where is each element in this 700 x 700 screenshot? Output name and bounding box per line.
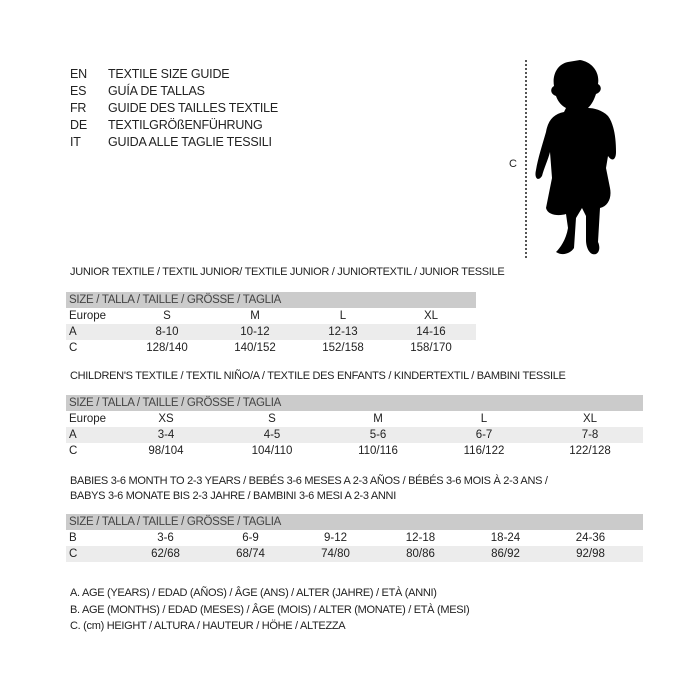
table-cell: 110/116	[358, 445, 398, 457]
table-row: C 62/68 68/74 74/80 80/86 86/92 92/98	[66, 546, 643, 562]
table-cell: 116/122	[463, 445, 505, 457]
table-title: CHILDREN'S TEXTILE / TEXTIL NIÑO/A / TEX…	[70, 370, 566, 382]
table-cell: M	[250, 310, 260, 322]
table-section: BABIES 3-6 MONTH TO 2-3 YEARS / BEBÉS 3-…	[66, 474, 643, 562]
table-cell: M	[373, 413, 383, 425]
language-list: EN TEXTILE SIZE GUIDE ES GUÍA DE TALLAS FR GU…	[70, 66, 278, 151]
table-cell: 14-16	[416, 326, 446, 338]
table-cell: 9-12	[323, 532, 348, 544]
language-row: DE TEXTILGRÖßENFÜHRUNG	[70, 117, 278, 134]
language-row: EN TEXTILE SIZE GUIDE	[70, 66, 278, 83]
table-row: C 98/104 104/110 110/116 116/122 122/128	[66, 443, 643, 459]
row-label: Europe	[69, 310, 107, 322]
row-label: C	[69, 548, 78, 560]
row-label: A	[69, 429, 77, 441]
table-cell: 12-18	[405, 532, 436, 544]
language-row: FR GUIDE DES TAILLES TEXTILE	[70, 100, 278, 117]
language-title: GUIDE DES TAILLES TEXTILE	[108, 101, 279, 115]
legend: A. AGE (YEARS) / EDAD (AÑOS) / ÂGE (ANS)…	[70, 585, 470, 635]
table-cell: 3-4	[157, 429, 175, 441]
size-table: SIZE / TALLA / TAILLE / GRÖSSE / TAGLIA B…	[66, 514, 643, 562]
table-title: JUNIOR TEXTILE / TEXTIL JUNIOR/ TEXTILE …	[70, 266, 505, 278]
table-cell: 86/92	[491, 548, 520, 560]
table-cell: 62/68	[151, 548, 180, 560]
measure-label-c: C	[509, 158, 517, 170]
child-silhouette-icon	[535, 60, 616, 255]
table-cell: 92/98	[576, 548, 605, 560]
language-code: FR	[70, 101, 87, 115]
language-row: IT GUIDA ALLE TAGLIE TESSILI	[70, 134, 278, 151]
language-code: DE	[70, 118, 87, 132]
table-cell: L	[480, 413, 488, 425]
table-cell: 8-10	[155, 326, 179, 338]
table-cell: 10-12	[240, 326, 270, 338]
language-title: GUIDA ALLE TAGLIE TESSILI	[108, 135, 272, 149]
table-title: BABIES 3-6 MONTH TO 2-3 YEARS / BEBÉS 3-…	[70, 475, 548, 487]
table-cell: 4-5	[263, 429, 281, 441]
table-cell: XS	[158, 413, 174, 425]
table-row: A 3-4 4-5 5-6 6-7 7-8	[66, 427, 643, 443]
row-label: C	[69, 445, 78, 457]
size-table: SIZE / TALLA / TAILLE / GRÖSSE / TAGLIA E…	[66, 292, 476, 356]
table-cell: 68/74	[236, 548, 265, 560]
table-row: Europe XS S M L XL	[66, 411, 643, 427]
table-row: A 8-10 10-12 12-13 14-16	[66, 324, 476, 340]
row-label: C	[69, 342, 78, 354]
table-cell: 3-6	[157, 532, 174, 544]
table-cell: 152/158	[322, 342, 364, 354]
table-section: CHILDREN'S TEXTILE / TEXTIL NIÑO/A / TEX…	[66, 369, 643, 459]
table-cell: 7-8	[581, 429, 599, 441]
table-cell: 104/110	[251, 445, 293, 457]
table-cell: 12-13	[328, 326, 358, 338]
table-row: Europe S M L XL	[66, 308, 476, 324]
table-cell: L	[339, 310, 347, 322]
table-cell: XL	[582, 413, 598, 425]
language-code: IT	[70, 135, 81, 149]
table-cell: 5-6	[369, 429, 387, 441]
table-cell: 74/80	[321, 548, 350, 560]
legend-item: B. AGE (MONTHS) / EDAD (MESES) / ÂGE (MO…	[70, 603, 470, 616]
language-title: TEXTILGRÖßENFÜHRUNG	[108, 118, 263, 132]
table-cell: 24-36	[575, 532, 606, 544]
table-cell: XL	[423, 310, 439, 322]
row-label: B	[69, 532, 77, 544]
legend-item: C. (cm) HEIGHT / ALTURA / HAUTEUR / HÖHE…	[70, 620, 346, 632]
row-label: Europe	[69, 413, 107, 425]
table-cell: 158/170	[410, 342, 452, 354]
table-section: JUNIOR TEXTILE / TEXTIL JUNIOR/ TEXTILE …	[66, 265, 505, 356]
table-header: SIZE / TALLA / TAILLE / GRÖSSE / TAGLIA	[66, 514, 643, 530]
legend-item: A. AGE (YEARS) / EDAD (AÑOS) / ÂGE (ANS)…	[70, 587, 437, 599]
table-row: C 128/140 140/152 152/158 158/170	[66, 340, 476, 356]
table-cell: 6-9	[242, 532, 259, 544]
table-header: SIZE / TALLA / TAILLE / GRÖSSE / TAGLIA	[66, 395, 643, 411]
language-title: TEXTILE SIZE GUIDE	[108, 67, 230, 81]
row-label: A	[69, 326, 77, 338]
table-cell: S	[268, 413, 276, 425]
language-code: EN	[70, 67, 87, 81]
table-cell: S	[163, 310, 171, 322]
table-cell: 80/86	[406, 548, 435, 560]
table-cell: 18-24	[490, 532, 521, 544]
table-header: SIZE / TALLA / TAILLE / GRÖSSE / TAGLIA	[66, 292, 476, 308]
table-cell: 6-7	[475, 429, 493, 441]
height-measure-line	[525, 60, 527, 258]
table-cell: 98/104	[148, 445, 184, 457]
table-title-line2: BABYS 3-6 MONATE BIS 2-3 JAHRE / BAMBINI…	[70, 490, 396, 502]
table-cell: 122/128	[569, 445, 611, 457]
table-row: B 3-6 6-9 9-12 12-18 18-24 24-36	[66, 530, 643, 546]
language-code: ES	[70, 84, 87, 98]
language-title: GUÍA DE TALLAS	[108, 84, 205, 98]
size-table: SIZE / TALLA / TAILLE / GRÖSSE / TAGLIA E…	[66, 395, 643, 459]
table-cell: 128/140	[146, 342, 188, 354]
table-cell: 140/152	[234, 342, 276, 354]
language-row: ES GUÍA DE TALLAS	[70, 83, 278, 100]
